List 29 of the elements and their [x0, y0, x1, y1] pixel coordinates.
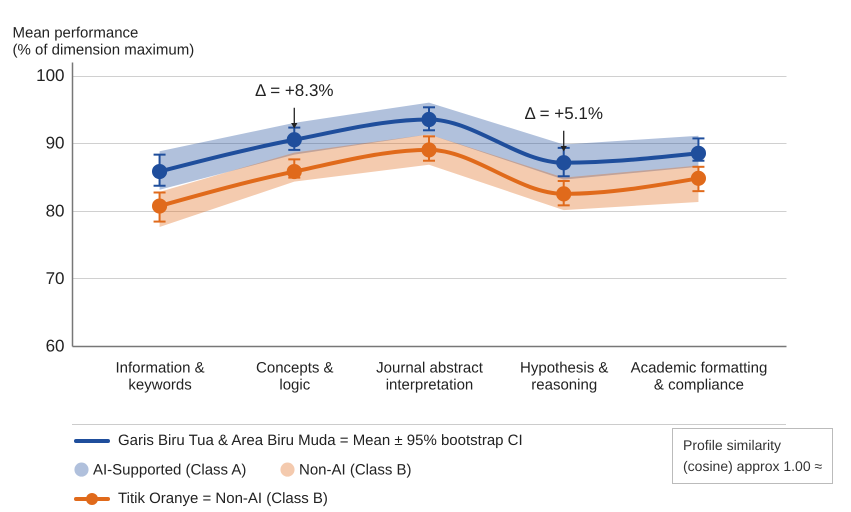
x-tick-label: Information & keywords [115, 360, 205, 394]
point [421, 142, 437, 158]
x-tick-label: Hypothesis & reasoning [520, 360, 608, 394]
text: Titik Oranye = Non-AI (Class B) [118, 490, 328, 507]
text: (% of dimension maximum) [12, 42, 194, 58]
text: Garis Biru Tua & Area Biru Muda = Mean ± 95% bootstrap CI [118, 432, 523, 449]
x-tick-label: Academic formatting & compliance [630, 360, 768, 394]
point [286, 132, 302, 148]
x-tick-label: Concepts & logic [256, 360, 334, 394]
y-tick-label: 100 [36, 66, 64, 86]
x-tick-label: Journal abstract interpretation [376, 360, 484, 394]
point [690, 170, 706, 186]
text: Profile similarity (cosine) approx 1.00 ≈ [672, 428, 834, 484]
text: Mean performance [12, 24, 138, 42]
point [690, 146, 706, 161]
legend-label: Non-AI (Class B) [299, 462, 412, 479]
point [421, 112, 437, 128]
annotation: Δ = +5.1% [524, 104, 603, 123]
y-tick-label: 90 [46, 134, 64, 153]
point [152, 198, 168, 214]
point [556, 186, 572, 202]
y-tick-label: 80 [46, 201, 64, 220]
y-tick-label: 70 [46, 268, 64, 288]
legend-label: AI-Supported (Class A) [93, 462, 246, 479]
point [152, 164, 168, 180]
y-tick-label: 60 [46, 336, 64, 356]
annotation: Δ = +8.3% [255, 80, 334, 100]
point [556, 155, 572, 170]
point [286, 164, 302, 180]
